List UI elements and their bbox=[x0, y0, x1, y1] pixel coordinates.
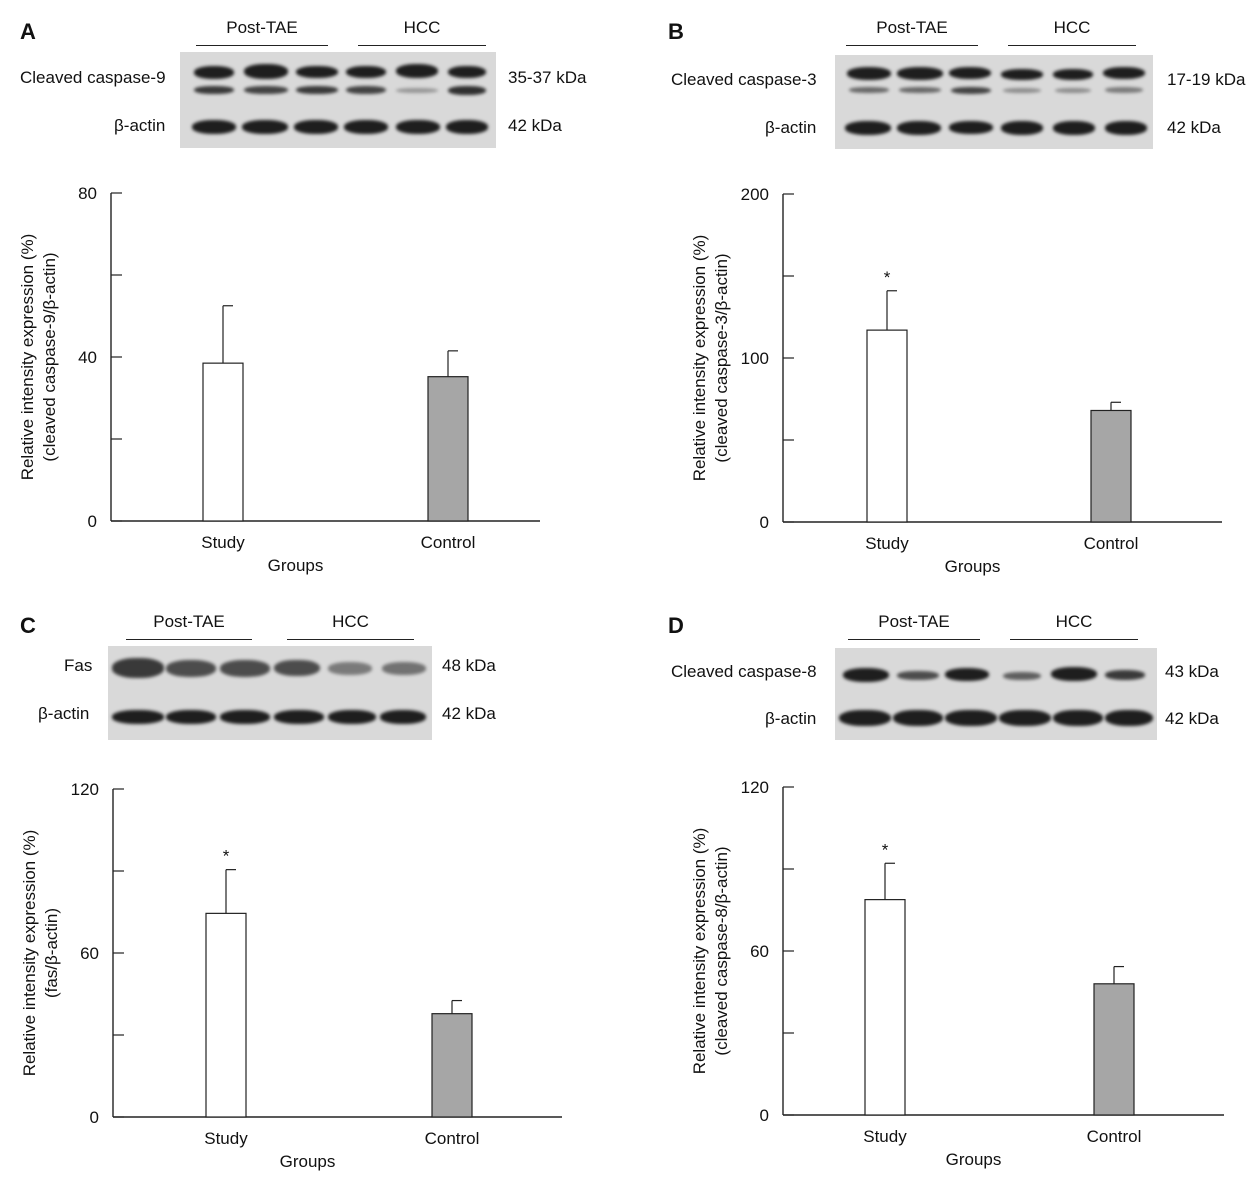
blot-actin-label: β-actin bbox=[765, 118, 817, 137]
bar-study bbox=[866, 329, 908, 523]
group-label-hcc: HCC bbox=[403, 18, 441, 37]
y-tick-label: 0 bbox=[88, 512, 97, 531]
x-axis-label: Groups bbox=[946, 1150, 1002, 1169]
blot-protein-size: 48 kDa bbox=[442, 656, 496, 675]
x-tick-label: Control bbox=[421, 533, 476, 552]
y-axis-label: Relative intensity expression (%) bbox=[690, 235, 709, 482]
bar-chart-d: 0 60 120 Study * Control Groups Relative intens… bbox=[690, 778, 1224, 1169]
western-blot-image bbox=[108, 646, 432, 740]
group-label-hcc: HCC bbox=[1055, 612, 1093, 631]
panel-letter: A bbox=[20, 19, 36, 44]
western-blot-image bbox=[835, 55, 1153, 149]
blot-actin-label: β-actin bbox=[38, 704, 90, 723]
y-axis-label: Relative intensity expression (%) bbox=[20, 830, 39, 1077]
blot-protein-size: 35-37 kDa bbox=[508, 68, 587, 87]
bar-study bbox=[202, 362, 244, 522]
blot-protein-label: Cleaved caspase-9 bbox=[20, 68, 166, 87]
group-line-post-tae bbox=[196, 45, 328, 46]
x-axis-label: Groups bbox=[280, 1152, 336, 1171]
x-tick-label: Study bbox=[863, 1127, 907, 1146]
group-line-hcc bbox=[287, 639, 414, 640]
blot-protein-size: 43 kDa bbox=[1165, 662, 1219, 681]
y-axis-label-sub: (fas/β-actin) bbox=[42, 908, 61, 998]
x-tick-label: Study bbox=[201, 533, 245, 552]
group-line-post-tae bbox=[126, 639, 252, 640]
panel-letter: D bbox=[668, 613, 684, 638]
y-tick-label: 200 bbox=[741, 185, 769, 204]
blot-actin-size: 42 kDa bbox=[1167, 118, 1221, 137]
y-axis-label-sub: (cleaved caspase-9/β-actin) bbox=[40, 252, 59, 461]
bar-control bbox=[1090, 409, 1132, 523]
blot-actin-size: 42 kDa bbox=[1165, 709, 1219, 728]
x-tick-label: Control bbox=[1087, 1127, 1142, 1146]
blot-protein-size: 17-19 kDa bbox=[1167, 70, 1246, 89]
bar-study bbox=[205, 912, 247, 1118]
x-tick-label: Study bbox=[204, 1129, 248, 1148]
blot-actin-label: β-actin bbox=[114, 116, 166, 135]
blot-protein-label: Cleaved caspase-8 bbox=[671, 662, 817, 681]
significance-marker: * bbox=[882, 840, 889, 859]
x-tick-label: Study bbox=[865, 534, 909, 553]
blot-actin-label: β-actin bbox=[765, 709, 817, 728]
bar-chart-a: 0 40 80 Study Control Groups Relative intensit… bbox=[18, 184, 540, 575]
bar-chart-b: 0 100 200 Study * Control Groups Relative inten… bbox=[690, 185, 1222, 576]
group-line-post-tae bbox=[846, 45, 978, 46]
bar-control bbox=[1093, 983, 1135, 1116]
group-line-post-tae bbox=[848, 639, 980, 640]
group-label-post-tae: Post-TAE bbox=[153, 612, 225, 631]
blot-actin-size: 42 kDa bbox=[508, 116, 562, 135]
panel-a: A Post-TAE HCC Cleaved caspase-9 β-actin… bbox=[0, 0, 630, 590]
x-tick-label: Control bbox=[425, 1129, 480, 1148]
y-axis-label-sub: (cleaved caspase-8/β-actin) bbox=[712, 846, 731, 1055]
y-tick-label: 0 bbox=[90, 1108, 99, 1127]
panel-c: C Post-TAE HCC Fas β-actin 48 kDa 42 kDa… bbox=[0, 590, 630, 1180]
y-tick-label: 0 bbox=[760, 1106, 769, 1125]
significance-marker: * bbox=[223, 847, 230, 866]
bar-control bbox=[431, 1013, 473, 1118]
blot-actin-size: 42 kDa bbox=[442, 704, 496, 723]
y-tick-label: 0 bbox=[760, 513, 769, 532]
y-tick-label: 40 bbox=[78, 348, 97, 367]
y-tick-label: 120 bbox=[71, 780, 99, 799]
group-line-hcc bbox=[1010, 639, 1138, 640]
panel-letter: C bbox=[20, 613, 36, 638]
y-tick-label: 80 bbox=[78, 184, 97, 203]
group-line-hcc bbox=[358, 45, 486, 46]
x-axis-label: Groups bbox=[945, 557, 1001, 576]
bar-chart-c: 0 60 120 Study * Control Groups Relative intens… bbox=[20, 780, 562, 1171]
western-blot-image bbox=[180, 52, 496, 148]
x-axis-label: Groups bbox=[268, 556, 324, 575]
y-axis-label: Relative intensity expression (%) bbox=[690, 828, 709, 1075]
blot-protein-label: Fas bbox=[64, 656, 93, 675]
blot-protein-label: Cleaved caspase-3 bbox=[671, 70, 817, 89]
group-line-hcc bbox=[1008, 45, 1136, 46]
y-tick-label: 100 bbox=[741, 349, 769, 368]
y-axis-label: Relative intensity expression (%) bbox=[18, 234, 37, 481]
group-label-post-tae: Post-TAE bbox=[876, 18, 948, 37]
y-tick-label: 60 bbox=[750, 942, 769, 961]
significance-marker: * bbox=[884, 268, 891, 287]
bar-study bbox=[864, 899, 906, 1116]
x-tick-label: Control bbox=[1084, 534, 1139, 553]
group-label-hcc: HCC bbox=[332, 612, 369, 631]
y-axis-label-sub: (cleaved caspase-3/β-actin) bbox=[712, 253, 731, 462]
y-tick-label: 60 bbox=[80, 944, 99, 963]
western-blot-image bbox=[835, 648, 1157, 740]
group-label-hcc: HCC bbox=[1053, 18, 1091, 37]
panel-letter: B bbox=[668, 19, 684, 44]
y-tick-label: 120 bbox=[741, 778, 769, 797]
panel-d: D Post-TAE HCC Cleaved caspase-8 β-actin… bbox=[630, 590, 1260, 1180]
bar-control bbox=[427, 376, 469, 522]
panel-b: B Post-TAE HCC Cleaved caspase-3 β-actin… bbox=[630, 0, 1260, 590]
group-label-post-tae: Post-TAE bbox=[878, 612, 950, 631]
group-label-post-tae: Post-TAE bbox=[226, 18, 298, 37]
